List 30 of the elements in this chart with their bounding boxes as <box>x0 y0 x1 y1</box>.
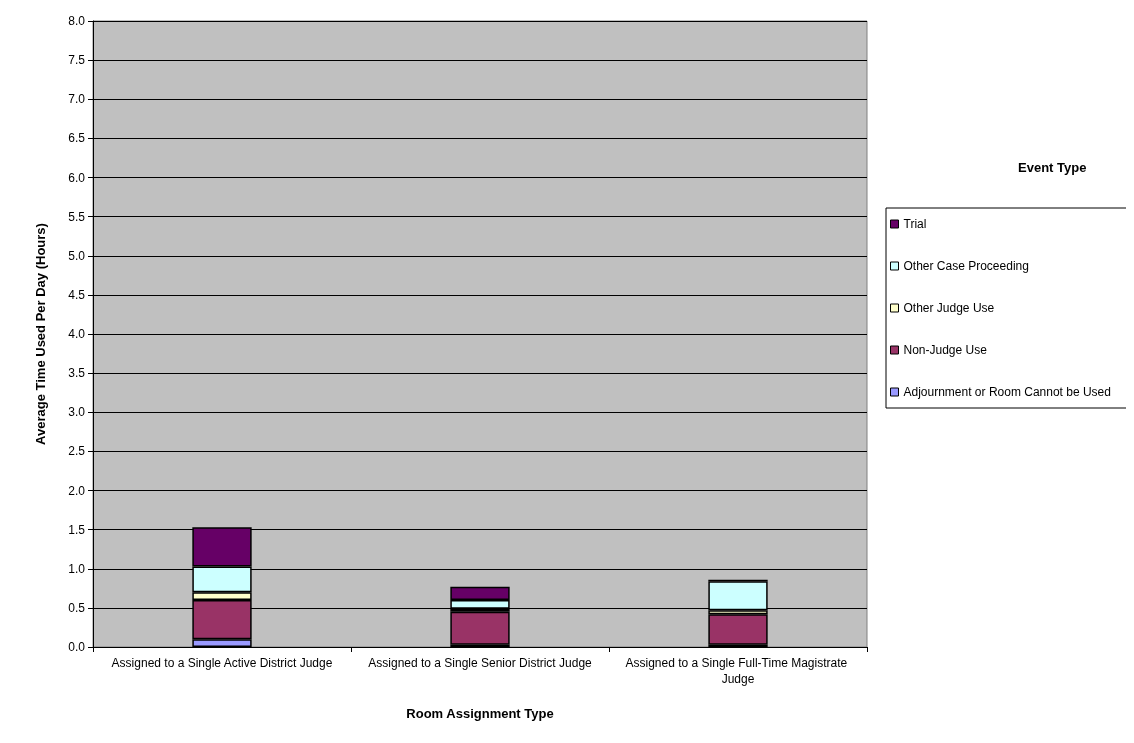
x-axis-title: Room Assignment Type <box>406 706 554 721</box>
y-tick-label: 3.5 <box>68 366 86 381</box>
y-tick-label: 1.0 <box>68 561 86 576</box>
x-tick-label: Assigned to a Single Full-Time Magistrate Judge <box>625 656 851 686</box>
y-tick-label: 3.0 <box>68 405 86 420</box>
x-tick-label: Assigned to a Single Senior District Judge <box>368 656 593 670</box>
y-tick-label: 6.0 <box>68 170 86 185</box>
legend-label: Adjournment or Room Cannot be Used <box>903 385 1111 399</box>
y-tick-label: 2.0 <box>68 483 86 498</box>
y-tick-label: 6.5 <box>68 131 86 146</box>
y-axis-title: Average Time Used Per Day (Hours) <box>33 223 48 445</box>
legend-label: Trial <box>903 217 927 231</box>
y-tick-label: 2.5 <box>68 444 86 459</box>
y-tick-label: 7.5 <box>68 53 86 68</box>
bar <box>450 611 510 645</box>
bar <box>708 614 768 645</box>
legend-title: Event Type <box>1018 160 1087 175</box>
y-tick-label: 7.0 <box>68 92 86 107</box>
y-tick-label: 0.5 <box>68 600 86 615</box>
y-tick-label: 5.5 <box>68 209 86 224</box>
y-tick-label: 5.0 <box>68 248 86 263</box>
y-tick-label: 8.0 <box>68 14 86 28</box>
x-tick-label: Assigned to a Single Active District Judge <box>111 656 333 670</box>
legend-label: Other Judge Use <box>903 301 995 315</box>
y-tick-label: 4.5 <box>68 287 86 302</box>
legend-label: Non-Judge Use <box>903 343 988 357</box>
legend-label: Other Case Proceeding <box>903 259 1029 273</box>
y-tick-label: 0.0 <box>68 640 86 654</box>
y-tick-label: 1.5 <box>68 522 86 537</box>
y-tick-label: 4.0 <box>68 327 86 341</box>
